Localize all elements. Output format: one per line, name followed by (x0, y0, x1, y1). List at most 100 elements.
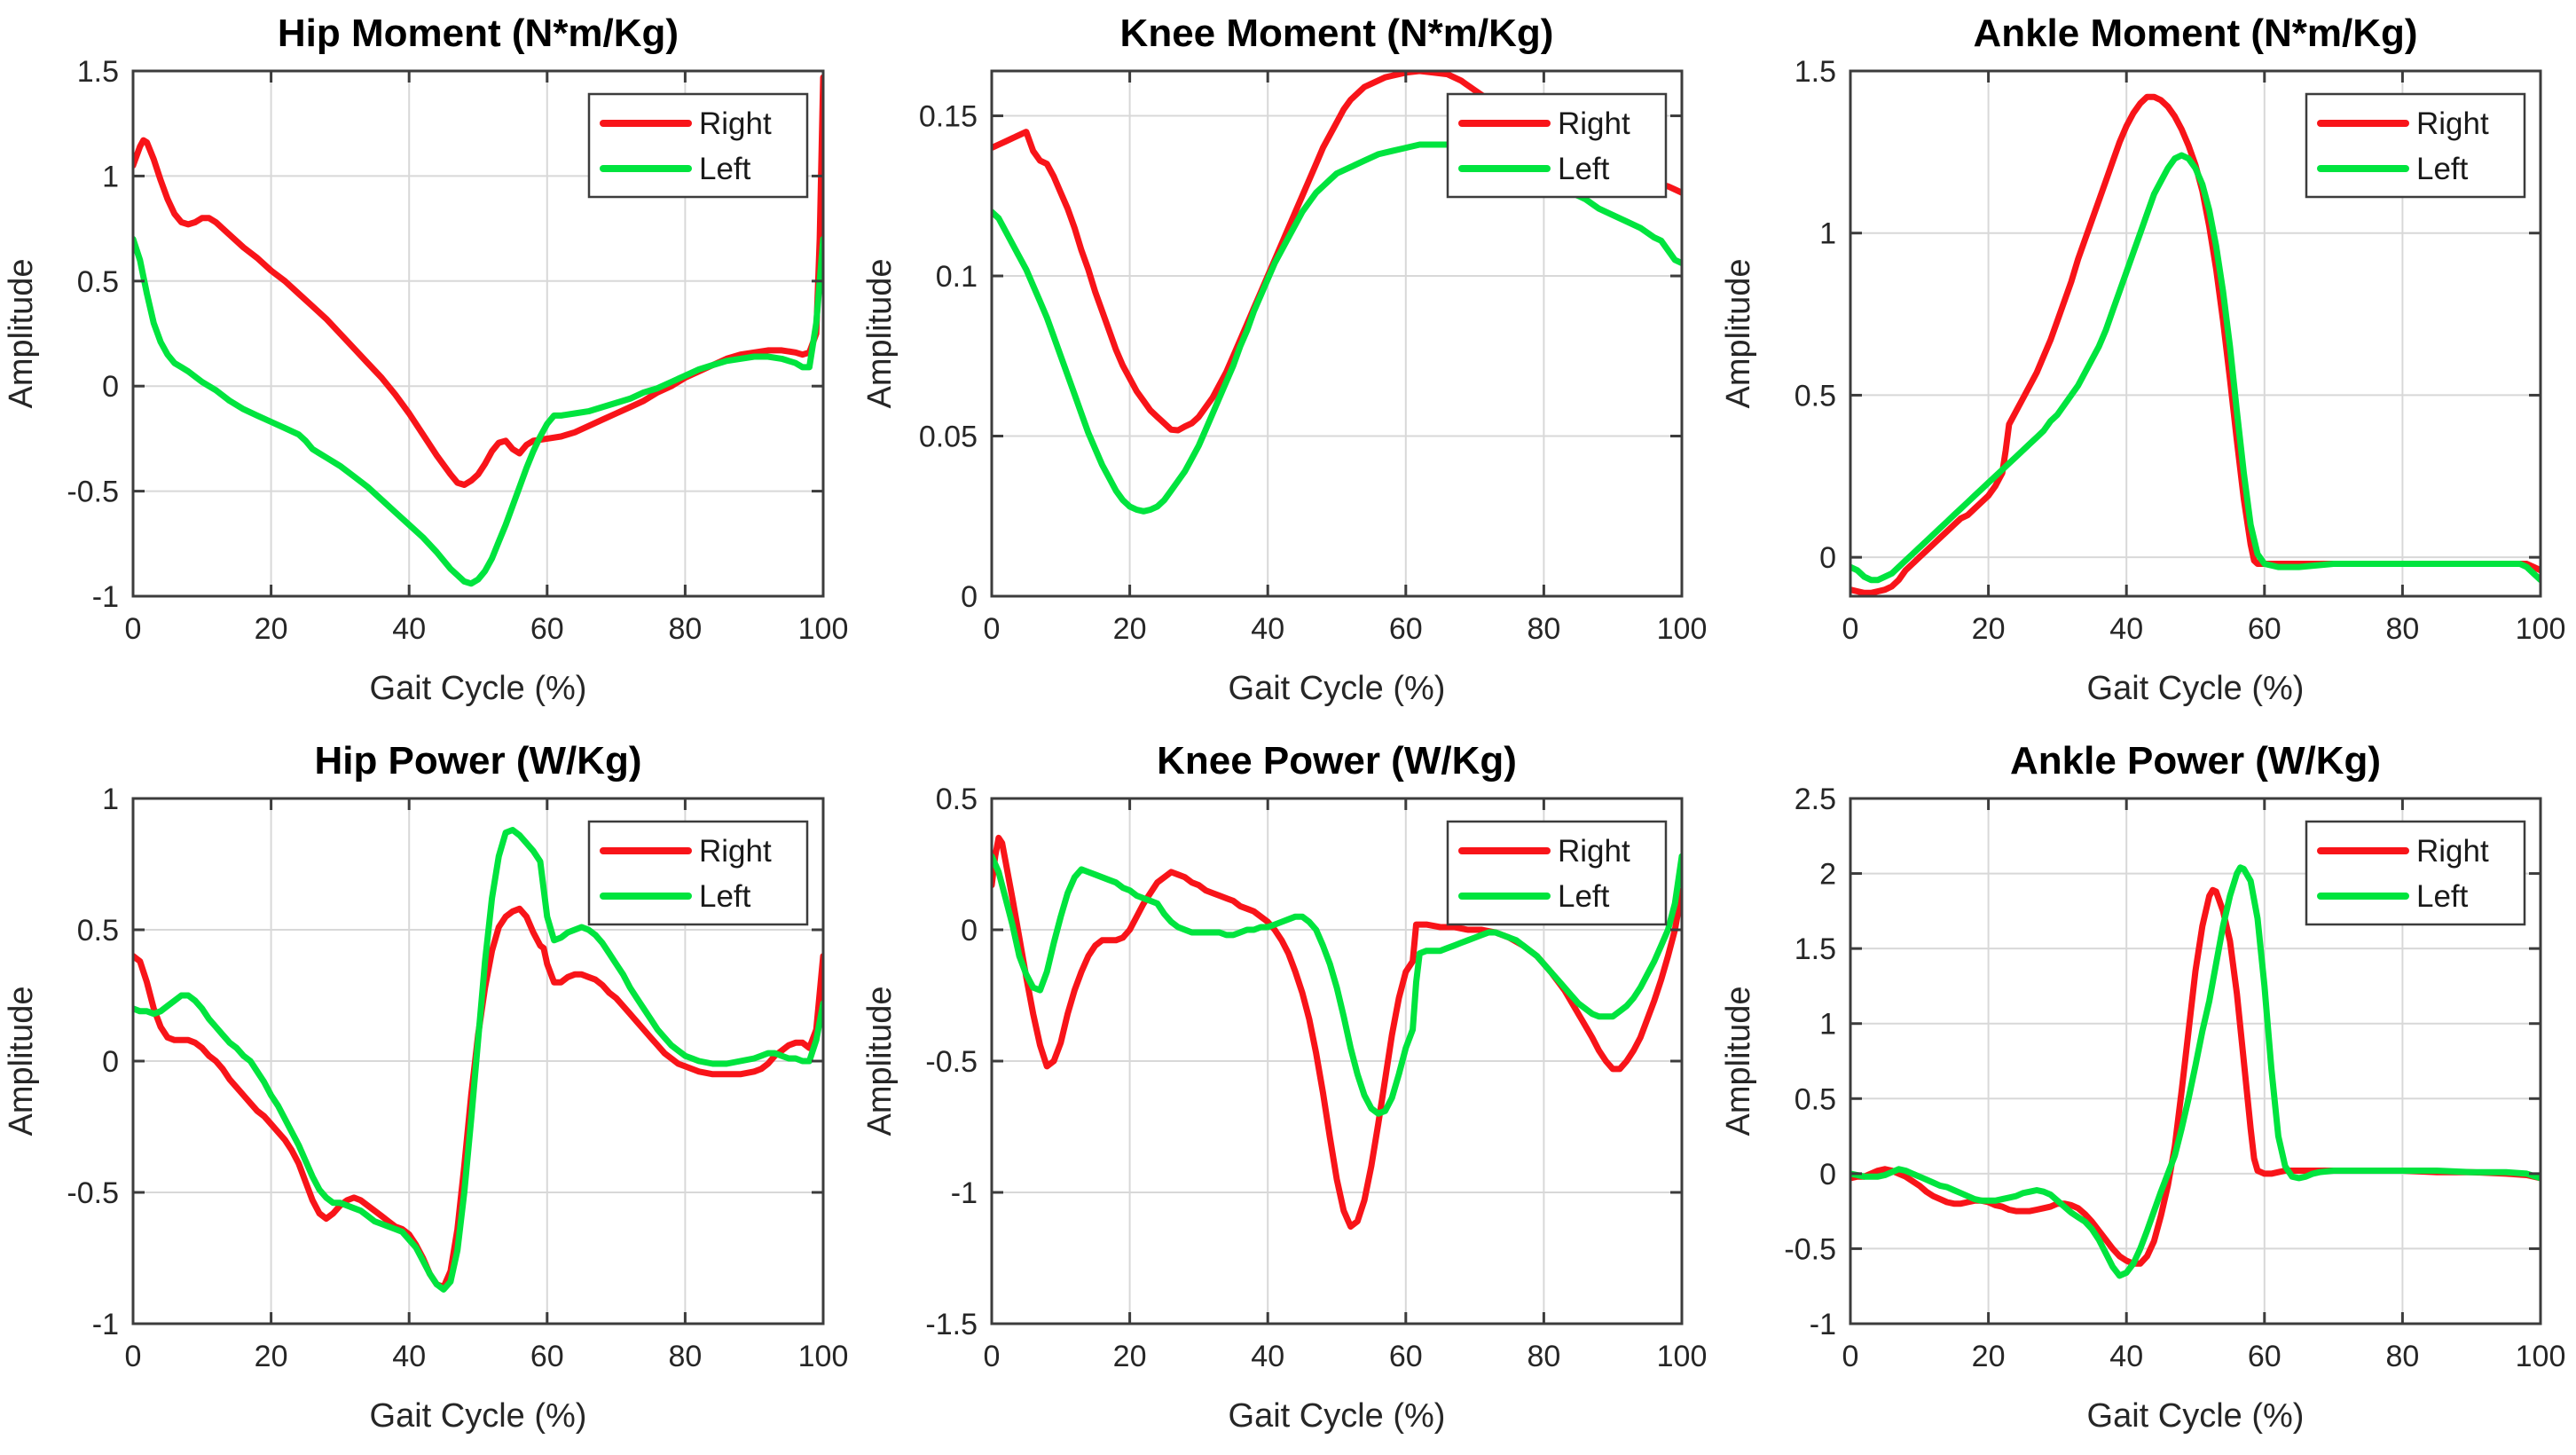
x-tick-label: 100 (798, 612, 849, 646)
legend-label-right: Right (2416, 834, 2489, 869)
y-tick-label: 1.5 (1795, 932, 1836, 966)
y-tick-label: -0.5 (925, 1045, 978, 1079)
x-tick-label: 80 (1527, 1340, 1560, 1373)
y-axis-label: Amplitude (3, 987, 40, 1136)
x-tick-label: 60 (530, 1340, 564, 1373)
y-tick-label: 0 (102, 370, 119, 404)
y-tick-label: 0.5 (77, 265, 119, 299)
subplot-ankle-moment: 0 20 40 60 80 100 0 0.5 1 1.5 Right Left Ankle Mome… (1717, 0, 2576, 728)
x-axis-label: Gait Cycle (%) (370, 1397, 587, 1435)
legend-box (2305, 820, 2526, 926)
legend-label-right: Right (1558, 106, 1630, 141)
panel-title: Ankle Power (W/Kg) (2010, 739, 2381, 783)
y-tick-label: -0.5 (67, 476, 119, 509)
y-tick-label: -1 (92, 1308, 119, 1341)
y-tick-label: 0.1 (936, 260, 978, 294)
y-tick-label: 0.5 (936, 783, 978, 816)
x-tick-label: 60 (1389, 1340, 1423, 1373)
x-tick-label: 100 (1657, 612, 1708, 646)
legend-label-right: Right (1558, 834, 1630, 869)
x-axis-label: Gait Cycle (%) (2087, 670, 2305, 707)
y-tick-label: 0.5 (77, 914, 119, 948)
x-tick-label: 100 (798, 1340, 849, 1373)
x-tick-label: 40 (1251, 1340, 1284, 1373)
y-axis-label: Amplitude (861, 987, 899, 1136)
x-tick-label: 60 (530, 612, 564, 646)
y-tick-label: 1.5 (77, 55, 119, 89)
x-axis-label: Gait Cycle (%) (370, 670, 587, 707)
x-axis-label: Gait Cycle (%) (2087, 1397, 2305, 1435)
y-tick-label: -1 (951, 1176, 978, 1210)
subplot-hip-moment: 0 20 40 60 80 100 -1 -0.5 0 0.5 1 1.5 Right Left Hip … (0, 0, 859, 728)
legend-box (2305, 92, 2526, 199)
legend-label-left: Left (1558, 879, 1610, 914)
y-tick-label: -0.5 (67, 1176, 119, 1210)
y-tick-label: 0.05 (919, 421, 978, 454)
x-axis-label: Gait Cycle (%) (1229, 1397, 1446, 1435)
x-tick-label: 20 (255, 1340, 288, 1373)
y-tick-label: 1.5 (1795, 55, 1836, 89)
x-tick-label: 0 (1842, 1340, 1859, 1373)
axes-border (990, 69, 1684, 598)
x-tick-label: 0 (125, 1340, 142, 1373)
y-tick-label: 0.5 (1795, 379, 1836, 413)
x-tick-label: 100 (2516, 1340, 2566, 1373)
x-tick-label: 40 (2109, 612, 2143, 646)
panel-title: Hip Power (W/Kg) (314, 739, 641, 783)
panel-title: Hip Moment (N*m/Kg) (278, 12, 679, 55)
x-tick-label: 20 (1972, 1340, 2006, 1373)
x-tick-label: 20 (255, 612, 288, 646)
legend-box (1446, 92, 1668, 199)
x-tick-label: 0 (984, 612, 1001, 646)
subplot-hip-power: 0 20 40 60 80 100 -1 -0.5 0 0.5 1 Right Left Hip Pow… (0, 728, 859, 1455)
y-tick-label: -1 (92, 580, 119, 614)
x-tick-label: 60 (1389, 612, 1423, 646)
y-tick-label: 0.15 (919, 100, 978, 134)
series-line-right (1850, 886, 2541, 1267)
legend-label-left: Left (2416, 152, 2469, 186)
y-tick-label: 0 (1819, 541, 1836, 575)
legend-label-right: Right (699, 834, 772, 869)
axes-border (1849, 69, 2542, 598)
x-tick-label: 40 (2109, 1340, 2143, 1373)
y-tick-label: 2 (1819, 858, 1836, 892)
y-tick-label: 1 (102, 160, 119, 193)
y-axis-label: Amplitude (1720, 987, 1757, 1136)
x-tick-label: 20 (1113, 612, 1147, 646)
legend-label-right: Right (2416, 106, 2489, 141)
series-line-left (1850, 864, 2541, 1279)
knee-power-chart: 0 20 40 60 80 100 -1.5 -1 -0.5 0 0.5 Right Left Knee… (861, 739, 1708, 1435)
y-tick-label: -1.5 (925, 1308, 978, 1341)
y-tick-label: 0 (961, 580, 978, 614)
subplot-knee-moment: 0 20 40 60 80 100 0 0.05 0.1 0.15 Right Left Knee M… (859, 0, 1717, 728)
x-tick-label: 60 (2248, 1340, 2281, 1373)
subplot-knee-power: 0 20 40 60 80 100 -1.5 -1 -0.5 0 0.5 Right Left Knee… (859, 728, 1717, 1455)
y-tick-label: -1 (1810, 1308, 1836, 1341)
legend-label-left: Left (1558, 152, 1610, 186)
legend-label-left: Left (699, 152, 751, 186)
x-tick-label: 100 (1657, 1340, 1708, 1373)
y-tick-label: 0.5 (1795, 1082, 1836, 1116)
x-tick-label: 0 (125, 612, 142, 646)
x-tick-label: 80 (668, 1340, 702, 1373)
series-line-left (133, 827, 823, 1293)
series-line-left (992, 853, 1682, 1117)
series-line-left (133, 235, 823, 587)
ankle-power-chart: 0 20 40 60 80 100-1-0.500.511.522.5RightLeft … (1720, 739, 2566, 1435)
axes-border (1849, 797, 2542, 1325)
legend-box (1446, 820, 1668, 926)
x-tick-label: 80 (668, 612, 702, 646)
panel-title: Ankle Moment (N*m/Kg) (1973, 12, 2417, 55)
x-axis-label: Gait Cycle (%) (1229, 670, 1446, 707)
y-tick-label: -0.5 (1784, 1232, 1836, 1266)
y-tick-label: 0 (1819, 1158, 1836, 1192)
subplot-ankle-power: 0 20 40 60 80 100 -1 -0.5 0 0.5 1 1.5 2 2.5 Right Left … (1717, 728, 2576, 1455)
x-tick-label: 80 (2385, 1340, 2419, 1373)
x-tick-label: 40 (392, 612, 426, 646)
y-tick-label: 1 (102, 783, 119, 816)
x-tick-label: 40 (1251, 612, 1284, 646)
legend-box (587, 820, 809, 926)
legend-label-right: Right (699, 106, 772, 141)
x-tick-label: 0 (984, 1340, 1001, 1373)
